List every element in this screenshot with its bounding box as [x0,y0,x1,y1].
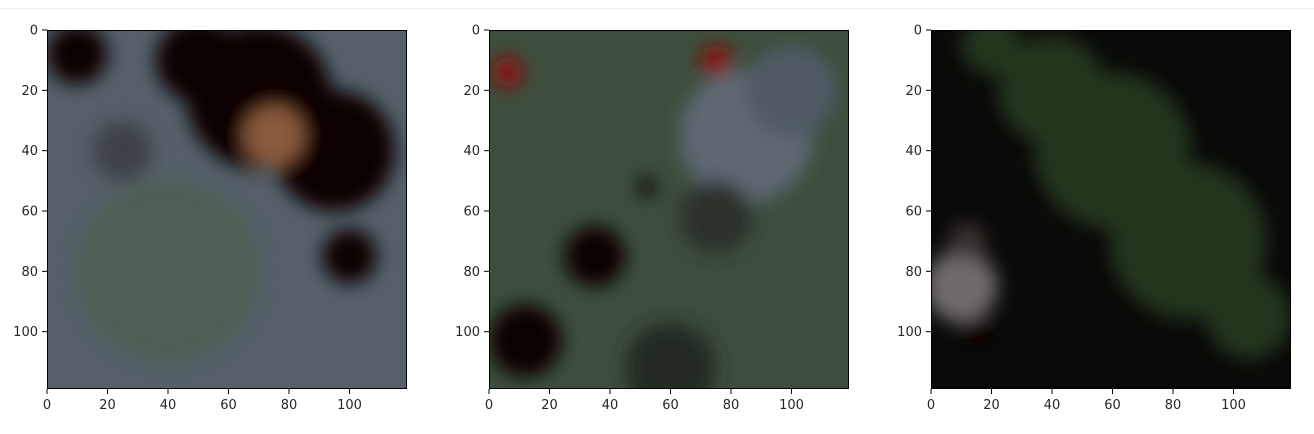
y-tick-label: 40 [21,144,38,159]
image-region [679,180,753,254]
x-tick-label: 100 [1221,398,1246,413]
image-region [949,223,986,260]
image-region [564,226,626,287]
image-raster-1 [47,30,407,389]
x-tick-label: 60 [662,398,679,413]
image-region [492,57,523,88]
image-region [47,30,108,85]
image-region [997,35,1107,145]
image-region [77,180,259,363]
x-tick-label: 80 [281,398,298,413]
panel-3: 0 20 40 60 80 100 0 20 40 60 80 100 [897,24,1291,413]
y-tick-label: 20 [463,84,480,99]
y-tick-label: 80 [463,265,480,280]
image-region [1206,274,1291,359]
image-region [243,105,305,166]
top-divider [0,8,1314,9]
image-raster-3 [931,30,1291,389]
y-tick-label: 80 [905,265,922,280]
y-tick-label: 60 [463,205,480,220]
image-region [637,177,656,196]
x-tick-label: 0 [485,398,493,413]
x-tick-label: 60 [220,398,237,413]
image-region [961,316,992,347]
x-tick-label: 100 [337,398,362,413]
image-region [700,45,732,76]
y-tick-label: 0 [30,24,38,39]
x-tick-label: 80 [723,398,740,413]
y-tick-label: 20 [905,84,922,99]
axes-frame [931,30,1291,389]
y-tick-label: 100 [455,325,480,340]
y-tick-label: 80 [21,265,38,280]
x-tick-label: 60 [1104,398,1121,413]
x-tick-label: 40 [160,398,177,413]
y-tick-label: 0 [914,24,922,39]
image-region [92,120,153,181]
x-tick-label: 0 [927,398,935,413]
image-region [961,30,1022,76]
axes-frame [489,30,849,389]
y-tick-label: 40 [905,144,922,159]
x-tick-label: 80 [1165,398,1182,413]
x-tick-label: 0 [43,398,51,413]
y-tick-label: 60 [905,205,922,220]
axes-frame [47,30,407,389]
x-tick-label: 20 [541,398,558,413]
x-tick-label: 40 [1044,398,1061,413]
image-region [273,90,395,212]
x-tick-label: 20 [983,398,1000,413]
x-tick-label: 100 [779,398,804,413]
x-tick-label: 20 [99,398,116,413]
image-region [322,229,377,284]
panel-1: 0 20 40 60 80 100 0 20 40 60 80 100 [13,24,407,413]
x-tick-label: 40 [602,398,619,413]
y-tick-label: 20 [21,84,38,99]
y-tick-label: 100 [13,325,38,340]
image-region [746,44,837,136]
y-tick-label: 100 [897,325,922,340]
image-region [931,250,998,323]
y-tick-label: 0 [472,24,480,39]
y-tick-label: 60 [21,205,38,220]
panel-2: 0 20 40 60 80 100 0 20 40 60 80 100 [455,24,849,413]
image-region [625,322,716,389]
y-tick-label: 40 [463,144,480,159]
image-region [489,304,562,378]
image-raster-2 [489,30,849,389]
image-region [155,30,241,103]
